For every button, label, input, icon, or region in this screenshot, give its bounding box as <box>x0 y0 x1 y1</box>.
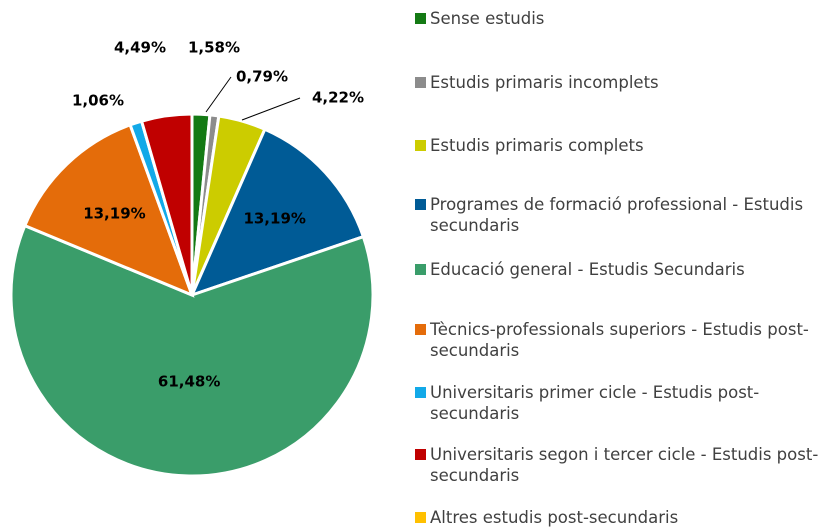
legend-swatch <box>415 512 426 523</box>
legend-swatch <box>415 199 426 210</box>
legend-label: Estudis primaris complets <box>430 136 644 155</box>
legend-label: Educació general - Estudis Secundaris <box>430 260 745 279</box>
legend-swatch <box>415 264 426 275</box>
legend-item: Educació general - Estudis Secundaris <box>415 259 820 280</box>
legend-swatch <box>415 13 426 24</box>
pie-chart: 1,58% 0,79% 4,22% 13,19% 61,48% 13,19% 1,06% 4,… <box>9 39 375 478</box>
legend-item: Tècnics-professionals superiors - Estudi… <box>415 319 820 361</box>
pie-slice <box>22 122 195 298</box>
data-label: 61,48% <box>158 372 220 390</box>
data-label: 4,22% <box>312 89 364 107</box>
data-label: 1,06% <box>72 92 124 110</box>
legend-label: Universitaris primer cicle - Estudis pos… <box>430 383 760 423</box>
data-label: 13,19% <box>243 210 305 228</box>
leader-line <box>205 76 232 113</box>
legend-label: Universitaris segon i tercer cicle - Est… <box>430 445 819 485</box>
legend-label: Altres estudis post-secundaris <box>430 508 679 527</box>
leader-line <box>241 97 301 121</box>
data-label: 13,19% <box>83 204 145 222</box>
legend-item: Sense estudis <box>415 8 820 29</box>
pie-slice <box>189 127 366 298</box>
legend-swatch <box>415 140 426 151</box>
legend-item: Altres estudis post-secundaris <box>415 507 820 528</box>
legend-item: Universitaris primer cicle - Estudis pos… <box>415 382 820 424</box>
data-label: 0,79% <box>236 68 288 86</box>
legend-swatch <box>415 449 426 460</box>
data-label: 1,58% <box>188 39 240 57</box>
legend-swatch <box>415 324 426 335</box>
legend-label: Programes de formació professional - Est… <box>430 195 804 235</box>
legend-label: Tècnics-professionals superiors - Estudi… <box>430 320 809 360</box>
legend-item: Estudis primaris complets <box>415 135 820 156</box>
legend-label: Sense estudis <box>430 9 545 28</box>
pie-slice <box>9 223 375 478</box>
legend-item: Programes de formació professional - Est… <box>415 194 820 236</box>
legend-swatch <box>415 387 426 398</box>
legend-label: Estudis primaris incomplets <box>430 73 659 92</box>
legend-item: Estudis primaris incomplets <box>415 72 820 93</box>
legend-swatch <box>415 77 426 88</box>
data-label: 4,49% <box>114 39 166 57</box>
legend-item: Universitaris segon i tercer cicle - Est… <box>415 444 820 486</box>
